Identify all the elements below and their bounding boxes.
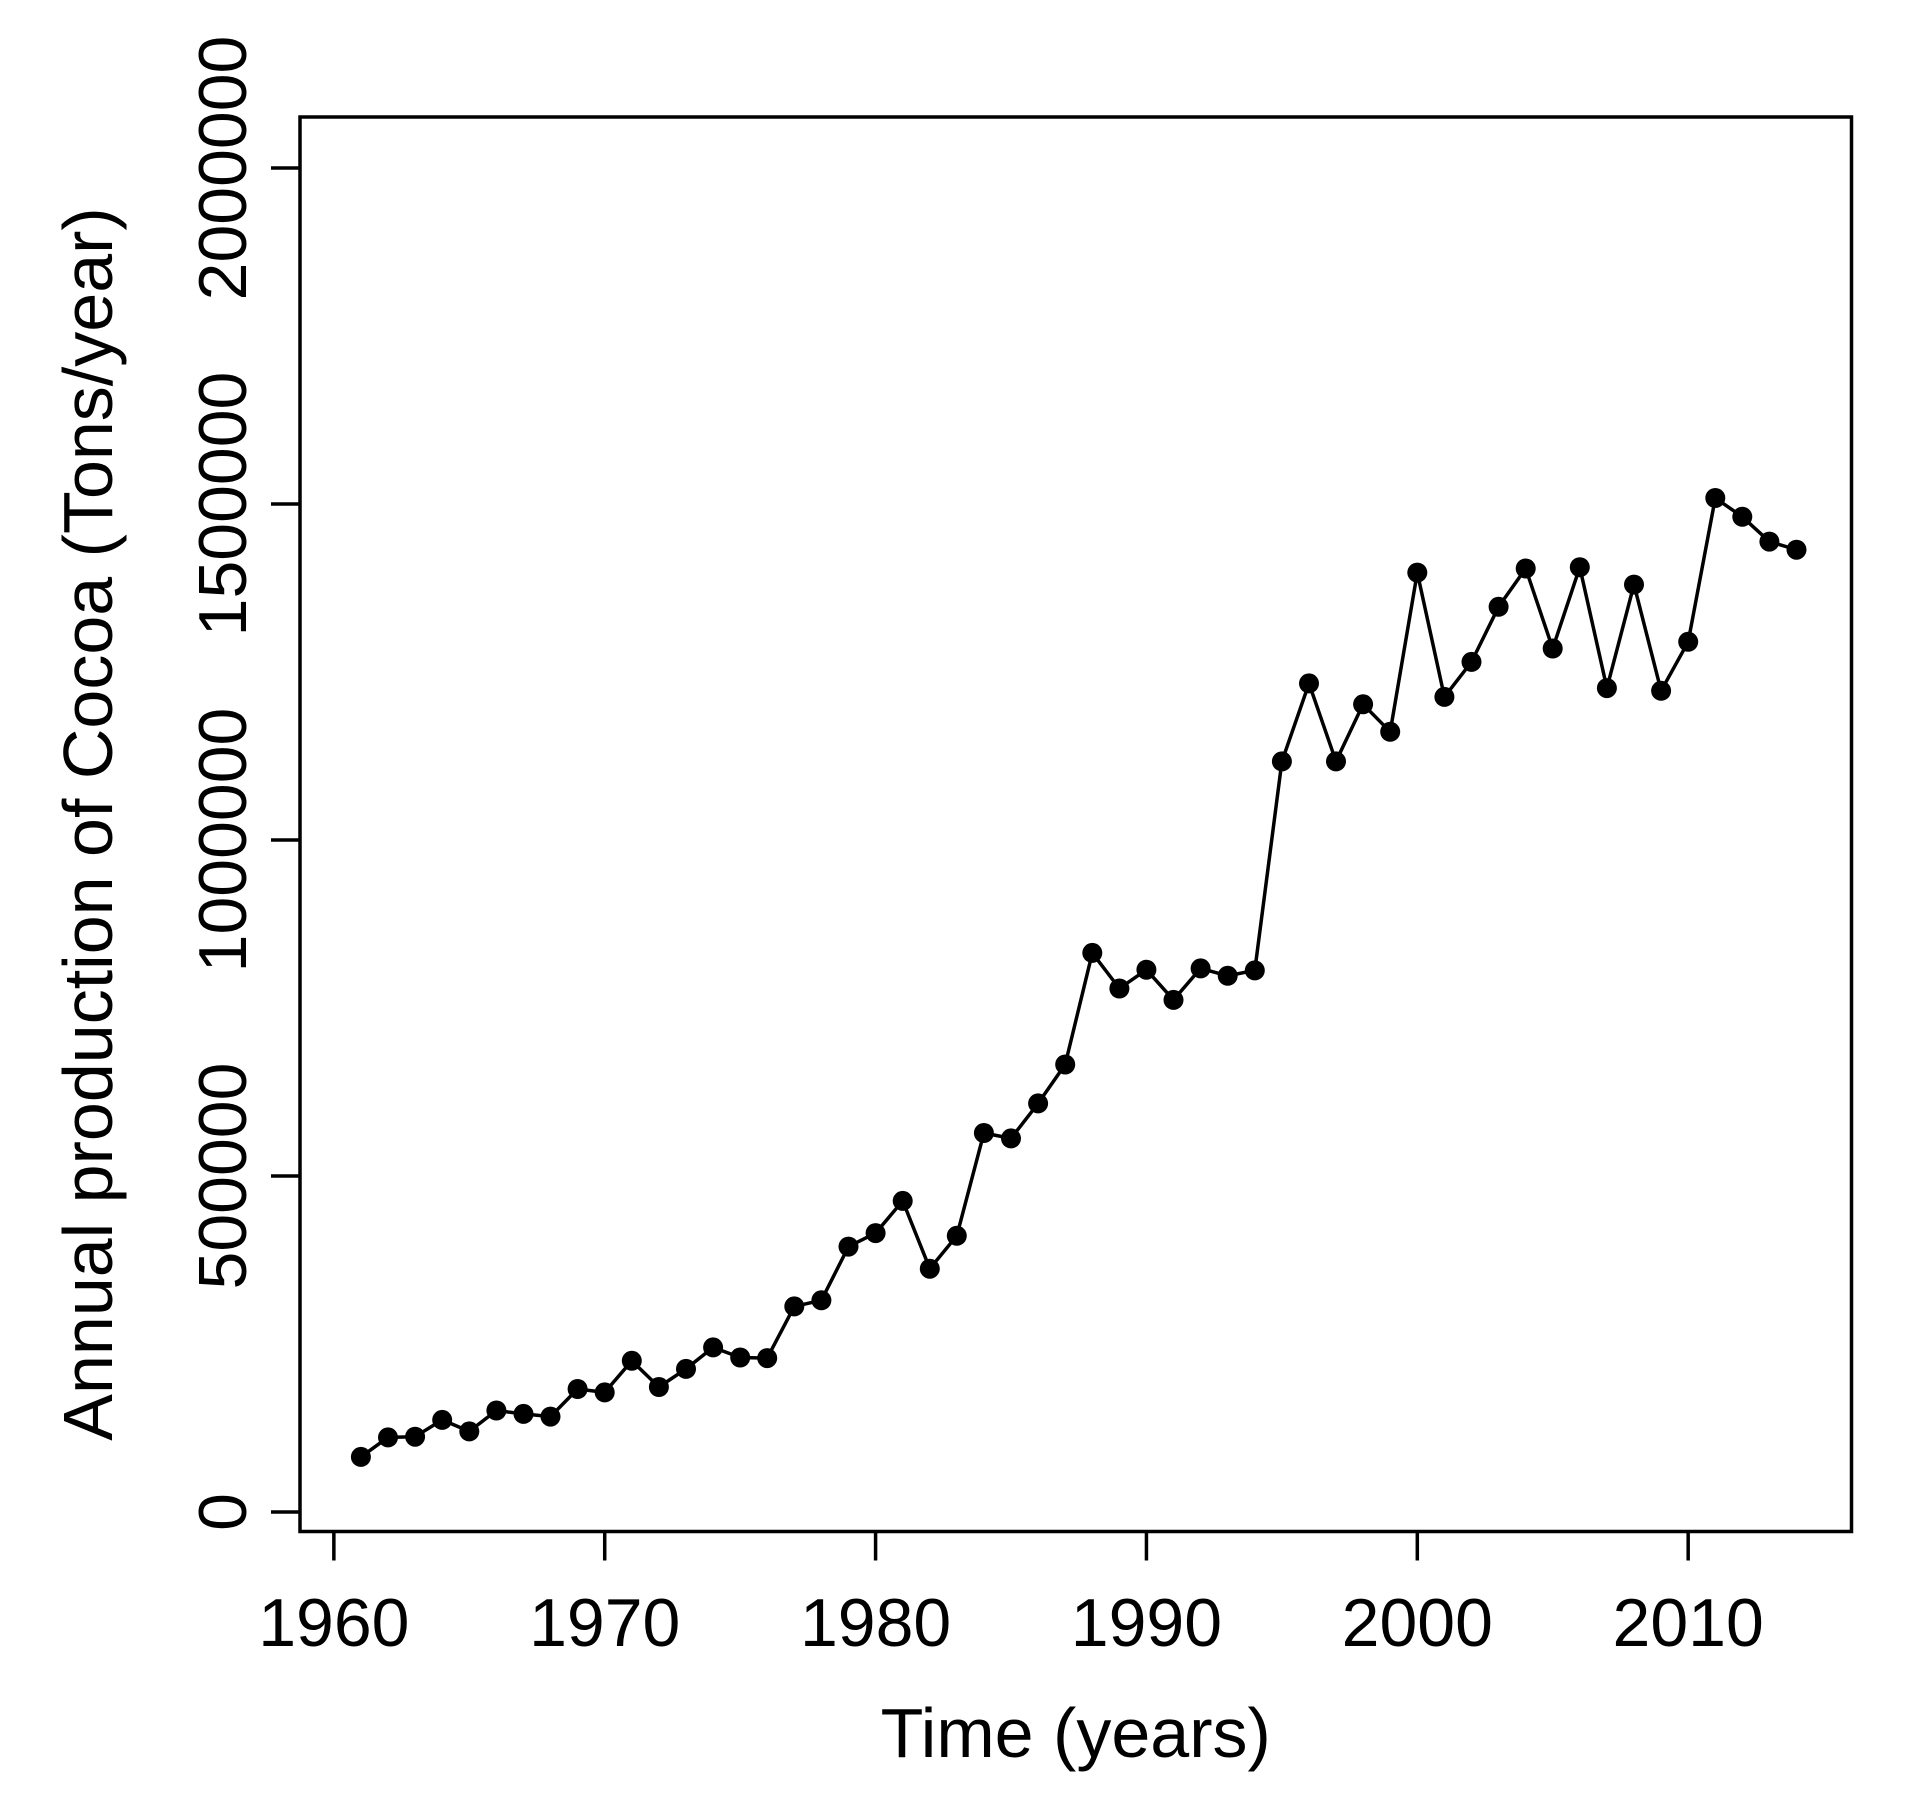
data-point bbox=[1271, 751, 1292, 772]
data-point bbox=[757, 1348, 778, 1369]
data-point bbox=[1461, 651, 1482, 672]
data-point bbox=[432, 1409, 453, 1430]
x-tick-label: 1970 bbox=[529, 1585, 680, 1661]
x-tick-label: 2010 bbox=[1613, 1585, 1764, 1661]
data-point bbox=[784, 1296, 805, 1317]
data-point bbox=[378, 1427, 398, 1448]
data-point bbox=[1380, 721, 1401, 742]
data-point bbox=[1244, 960, 1265, 981]
data-point bbox=[567, 1379, 588, 1399]
data-point bbox=[946, 1225, 967, 1246]
data-point bbox=[1705, 488, 1726, 508]
data-point bbox=[1001, 1128, 1021, 1149]
data-point bbox=[405, 1426, 426, 1447]
data-point bbox=[1326, 751, 1346, 772]
data-point bbox=[1651, 680, 1672, 701]
data-point bbox=[1136, 959, 1157, 980]
data-point bbox=[730, 1347, 751, 1368]
y-axis-title: Annual production of Cocoa (Tons/year) bbox=[49, 207, 127, 1440]
data-point bbox=[1678, 631, 1699, 652]
data-point bbox=[1217, 965, 1238, 986]
y-tick-label: 500000 bbox=[185, 1063, 261, 1290]
data-point bbox=[1515, 558, 1536, 579]
data-point bbox=[513, 1403, 534, 1424]
data-point bbox=[919, 1258, 940, 1279]
data-point bbox=[1434, 686, 1455, 707]
data-point bbox=[594, 1382, 615, 1403]
data-point bbox=[865, 1223, 886, 1244]
data-point bbox=[1163, 989, 1184, 1010]
data-point bbox=[811, 1290, 832, 1311]
y-axis: 0 500000 1000000 1500000 2000000 bbox=[185, 36, 300, 1531]
x-tick-label: 2000 bbox=[1342, 1585, 1493, 1661]
data-point bbox=[1190, 958, 1211, 979]
data-point bbox=[1082, 942, 1103, 963]
x-axis: 1960 1970 1980 1990 2000 2010 bbox=[258, 1531, 1764, 1661]
data-point bbox=[1488, 596, 1509, 617]
data-point bbox=[1624, 574, 1644, 595]
data-point bbox=[540, 1406, 561, 1427]
data-point bbox=[973, 1123, 994, 1143]
data-series bbox=[350, 488, 1807, 1467]
data-point bbox=[486, 1400, 507, 1421]
data-point bbox=[1759, 531, 1780, 552]
data-point bbox=[892, 1190, 913, 1211]
x-tick-label: 1990 bbox=[1071, 1585, 1222, 1661]
data-point bbox=[838, 1236, 859, 1257]
data-point bbox=[1732, 506, 1753, 527]
x-axis-title: Time (years) bbox=[881, 1694, 1271, 1772]
data-point bbox=[1786, 539, 1807, 560]
data-point bbox=[1596, 678, 1617, 699]
data-point bbox=[621, 1350, 642, 1371]
y-tick-label: 1500000 bbox=[185, 372, 261, 637]
data-point bbox=[703, 1337, 724, 1358]
y-tick-label: 2000000 bbox=[185, 36, 261, 301]
data-point bbox=[676, 1358, 696, 1379]
data-point bbox=[648, 1377, 669, 1397]
data-point bbox=[459, 1421, 480, 1442]
data-point bbox=[1299, 673, 1319, 694]
data-point bbox=[1109, 978, 1130, 999]
plot-box bbox=[298, 115, 1854, 1534]
y-tick-label: 0 bbox=[185, 1493, 261, 1531]
data-point bbox=[1407, 562, 1428, 583]
y-tick-label: 1000000 bbox=[185, 708, 261, 973]
data-point bbox=[1542, 638, 1563, 659]
data-point bbox=[1055, 1054, 1076, 1075]
data-point bbox=[1028, 1093, 1049, 1114]
data-point bbox=[1569, 557, 1590, 578]
x-tick-label: 1960 bbox=[258, 1585, 409, 1661]
data-point bbox=[1353, 694, 1374, 715]
x-tick-label: 1980 bbox=[800, 1585, 951, 1661]
data-point bbox=[350, 1446, 371, 1467]
